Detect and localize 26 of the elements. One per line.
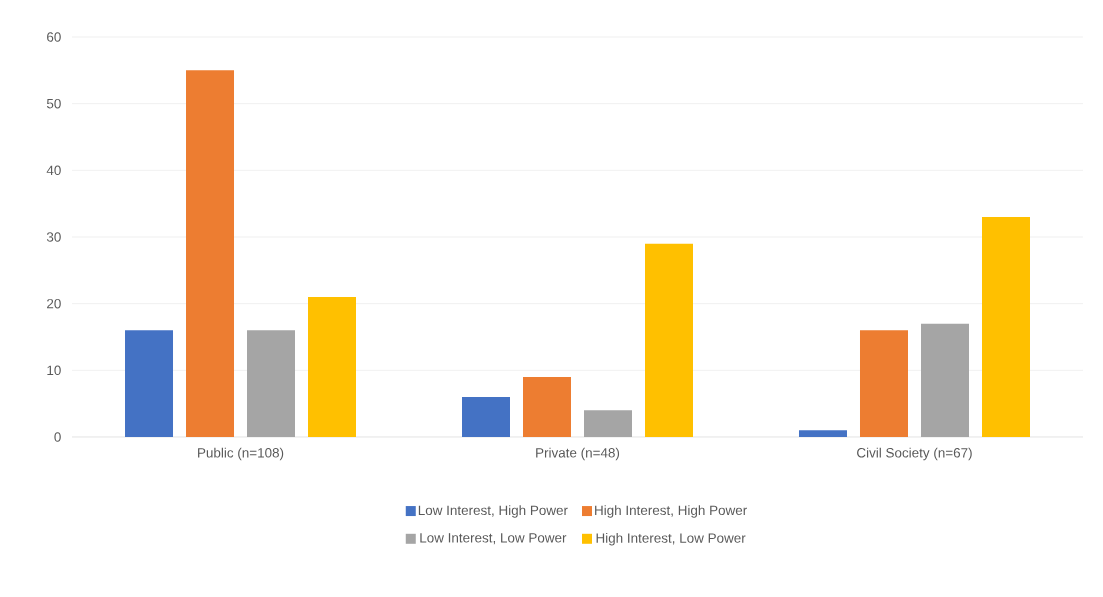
bar: [523, 376, 571, 437]
bar: [125, 330, 174, 437]
legend-label: Low Interest, High Power: [418, 505, 568, 518]
y-tick-label: 60: [47, 32, 61, 42]
bar: [247, 330, 296, 437]
y-tick-label: 10: [47, 365, 61, 376]
legend-label: Low Interest, Low Power: [420, 533, 567, 545]
bar: [186, 70, 235, 437]
x-tick-label: Civil Society (n=67): [857, 447, 972, 461]
y-tick-label: 0: [54, 432, 61, 442]
y-tick-label: 40: [46, 165, 61, 176]
bar: [308, 296, 357, 437]
x-tick-label: Private (n=48): [536, 447, 620, 461]
bar: [921, 323, 969, 437]
legend-label: High Interest, Low Power: [596, 532, 746, 546]
x-tick-label: Public (n=108): [198, 447, 284, 461]
y-tick-label: 20: [47, 298, 61, 309]
y-tick-label: 50: [46, 98, 61, 109]
bar: [798, 430, 847, 437]
y-tick-label: 30: [46, 232, 61, 242]
bar: [584, 410, 632, 437]
bar: [982, 216, 1030, 437]
bar: [645, 243, 693, 437]
legend-label: High Interest, High Power: [595, 505, 747, 518]
bar: [462, 396, 510, 437]
bar: [859, 330, 908, 437]
